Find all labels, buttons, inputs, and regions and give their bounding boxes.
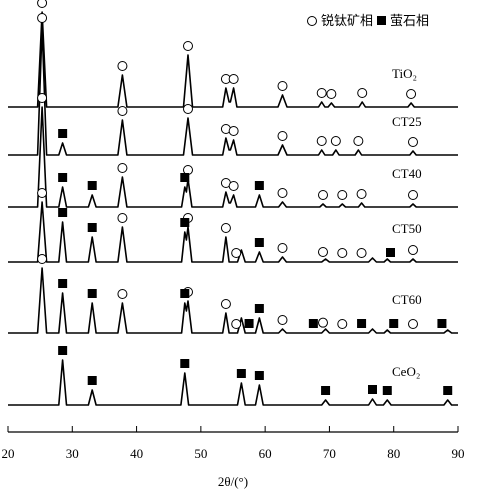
anatase-marker <box>228 181 239 191</box>
anatase-marker <box>277 188 288 198</box>
anatase-marker <box>318 247 328 257</box>
xrd-pattern <box>8 359 458 406</box>
anatase-marker <box>316 136 327 146</box>
anatase-marker <box>228 74 239 84</box>
legend-label: 锐钛矿相 <box>321 13 373 28</box>
anatase-marker <box>356 248 367 258</box>
fluorite-marker <box>58 346 68 355</box>
anatase-marker <box>183 41 193 51</box>
fluorite-marker <box>236 369 246 378</box>
fluorite-marker <box>87 289 97 298</box>
anatase-marker <box>117 289 128 299</box>
x-axis-label: 2θ/(°) <box>218 474 248 489</box>
series-label: CT25 <box>392 114 422 129</box>
anatase-marker <box>408 137 418 147</box>
anatase-marker <box>356 189 367 199</box>
anatase-marker <box>37 254 48 264</box>
legend-circle <box>307 16 317 26</box>
xrd-pattern <box>8 267 458 334</box>
anatase-marker <box>277 315 288 325</box>
anatase-marker <box>318 190 328 200</box>
x-tick-label: 70 <box>323 446 336 461</box>
x-tick-label: 90 <box>452 446 465 461</box>
legend-square <box>377 16 386 25</box>
anatase-marker <box>353 136 364 146</box>
fluorite-marker <box>437 319 447 328</box>
series-label: CT50 <box>392 221 422 236</box>
anatase-marker <box>337 248 348 258</box>
anatase-marker <box>318 317 328 328</box>
anatase-marker <box>330 136 341 146</box>
x-tick-label: 80 <box>387 446 400 461</box>
fluorite-marker <box>180 359 190 368</box>
anatase-marker <box>37 188 48 198</box>
fluorite-marker <box>254 371 264 380</box>
fluorite-marker <box>443 386 453 395</box>
fluorite-marker <box>321 386 331 395</box>
fluorite-marker <box>180 289 190 298</box>
fluorite-marker <box>180 173 190 182</box>
anatase-marker <box>220 223 231 233</box>
anatase-marker <box>357 88 368 98</box>
fluorite-marker <box>58 279 68 288</box>
fluorite-marker <box>58 129 68 138</box>
anatase-marker <box>408 319 418 329</box>
anatase-marker <box>408 190 418 200</box>
anatase-marker <box>277 81 288 91</box>
anatase-marker <box>277 131 288 141</box>
anatase-marker <box>277 243 288 253</box>
fluorite-marker <box>389 319 399 328</box>
fluorite-marker <box>254 238 264 247</box>
legend-label: 萤石相 <box>390 13 429 28</box>
anatase-marker <box>231 248 242 258</box>
series-label: TiO₂ <box>392 66 417 81</box>
anatase-marker <box>316 88 327 98</box>
fluorite-marker <box>382 386 392 395</box>
anatase-marker <box>337 190 348 200</box>
anatase-marker <box>326 89 337 99</box>
anatase-marker <box>117 61 128 71</box>
fluorite-marker <box>357 319 367 328</box>
anatase-marker <box>228 126 239 136</box>
anatase-marker <box>117 213 128 223</box>
fluorite-marker <box>368 385 377 394</box>
anatase-marker <box>231 319 242 329</box>
fluorite-marker <box>180 218 190 227</box>
xrd-pattern <box>8 106 458 208</box>
anatase-marker <box>406 89 417 99</box>
fluorite-marker <box>244 319 254 328</box>
fluorite-marker <box>58 208 68 217</box>
x-tick-label: 20 <box>2 446 15 461</box>
anatase-marker <box>117 163 128 173</box>
fluorite-marker <box>386 248 395 257</box>
x-tick-label: 60 <box>259 446 272 461</box>
fluorite-marker <box>87 376 97 385</box>
x-tick-label: 30 <box>66 446 79 461</box>
fluorite-marker <box>87 223 97 232</box>
fluorite-marker <box>254 304 264 313</box>
xrd-pattern <box>8 26 458 156</box>
fluorite-marker <box>58 173 68 182</box>
anatase-marker <box>37 93 48 103</box>
series-label: CT40 <box>392 166 422 181</box>
series-label: CeO₂ <box>392 364 420 379</box>
xrd-pattern <box>8 11 458 108</box>
anatase-marker <box>117 106 128 116</box>
anatase-marker <box>183 104 193 114</box>
fluorite-marker <box>87 181 97 190</box>
anatase-marker <box>220 299 231 309</box>
fluorite-marker <box>254 181 264 190</box>
anatase-marker <box>337 319 348 329</box>
fluorite-marker <box>308 319 318 328</box>
x-tick-label: 40 <box>130 446 143 461</box>
series-label: CT60 <box>392 292 422 307</box>
anatase-marker <box>37 0 48 8</box>
anatase-marker <box>408 245 418 255</box>
x-tick-label: 50 <box>194 446 207 461</box>
xrd-pattern <box>8 201 458 263</box>
anatase-marker <box>37 13 48 23</box>
